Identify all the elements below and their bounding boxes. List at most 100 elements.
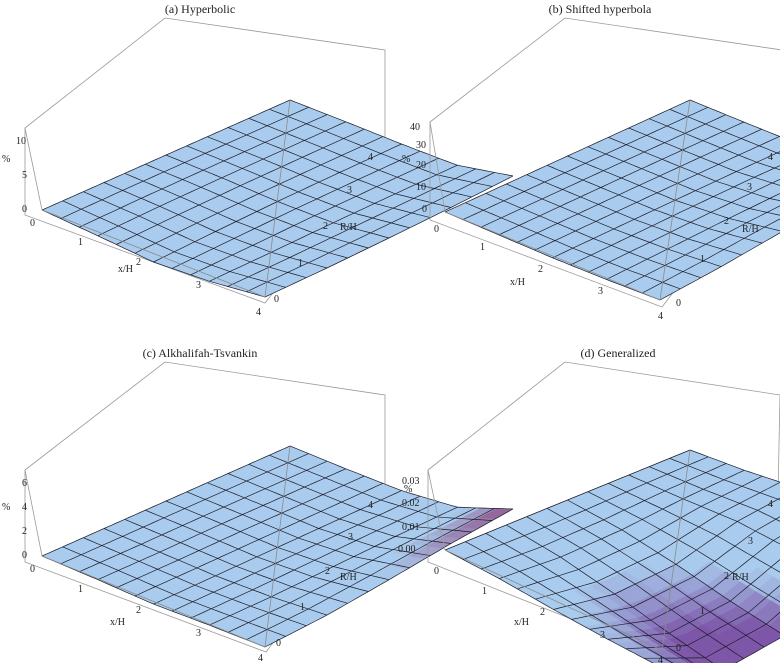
y-tick-label: 4 [368, 152, 373, 163]
y-tick-label: 0 [676, 643, 681, 654]
x-tick-label: 4 [658, 655, 663, 663]
z-tick-label: 0 [422, 204, 427, 215]
y-tick-label: 1 [300, 602, 305, 613]
plot-box-edge [24, 127, 43, 211]
y-tick-label: 1 [298, 258, 303, 269]
mesh-line-y [264, 175, 514, 298]
y-tick-label: 3 [747, 182, 752, 193]
mesh-line-y [606, 193, 780, 280]
surface-patch [777, 163, 780, 166]
x-tick-label: 4 [658, 311, 663, 322]
z-axis-label: % [404, 484, 412, 495]
x-tick-label: 2 [136, 257, 141, 268]
mesh-line-x [269, 108, 493, 187]
z-tick-label: 0 [22, 550, 27, 561]
y-tick-label: 0 [274, 294, 279, 305]
y-axis-label: R/H [732, 572, 749, 583]
plot-box-edge [427, 469, 446, 551]
surface-patch [776, 530, 780, 535]
surface-patch [773, 187, 780, 193]
mesh-line-y [264, 508, 514, 648]
y-tick-label: 2 [724, 571, 729, 582]
axis-x-edge [444, 549, 663, 651]
mesh-line-x [669, 457, 780, 501]
axis-y-edge [661, 449, 691, 651]
mesh-line-y [588, 179, 780, 273]
y-tick-label: 1 [700, 606, 705, 617]
y-tick-label: 3 [347, 185, 352, 196]
surface-patch [663, 659, 688, 663]
x-tick-label: 2 [136, 605, 141, 616]
z-axis-label: % [2, 502, 10, 513]
x-tick-label: 3 [598, 286, 603, 297]
x-axis-label: x/H [510, 277, 525, 288]
plot-box-edge [429, 121, 446, 213]
z-tick-label: 4 [22, 502, 27, 513]
z-tick-label: 0.00 [398, 544, 416, 555]
panel-title: (b) Shifted hyperbola [549, 2, 652, 16]
plot-box-edge [24, 469, 43, 557]
x-tick-label: 4 [256, 307, 261, 318]
mesh-line-x [289, 99, 514, 177]
x-tick-label: 1 [78, 584, 83, 595]
mesh-line-x [608, 482, 780, 573]
panel-d-generalized: (d) Generalized x/H R/H % 0 1 2 3 4 0 1 … [398, 346, 780, 663]
panel-c-alkhalifah-tsvankin: (c) Alkhalifah-Tsvankin x/H R/H % 0 1 2 … [2, 346, 514, 663]
axis-y-edge [659, 99, 691, 301]
z-tick-label: 5 [22, 170, 27, 181]
surface-patch [698, 654, 730, 663]
x-tick-label: 0 [434, 224, 439, 235]
panel-b-shifted-hyperbola: (b) Shifted hyperbola x/H R/H % 0 1 2 3 … [402, 2, 780, 322]
y-tick-label: 2 [724, 216, 729, 227]
z-tick-label: 10 [416, 182, 426, 193]
mesh-line-y [246, 508, 495, 641]
x-tick-label: 3 [196, 628, 201, 639]
y-tick-label: 4 [368, 500, 373, 511]
surface-plot [24, 17, 514, 304]
x-tick-label: 3 [600, 630, 605, 641]
y-tick-label: 2 [325, 566, 330, 577]
y-axis-label: R/H [742, 224, 759, 235]
x-tick-label: 4 [258, 653, 263, 663]
mesh-line-x [669, 108, 780, 155]
mesh-line-y [641, 218, 780, 294]
panel-a-hyperbolic: (a) Hyperbolic x/H R/H % 0 1 2 3 4 0 1 2… [2, 2, 514, 318]
surface-patch [770, 592, 780, 607]
x-tick-label: 3 [196, 280, 201, 291]
z-tick-label: 2 [22, 526, 27, 537]
axis-y-edge [264, 445, 291, 648]
mesh-line-y [625, 584, 780, 650]
surface-patch [774, 549, 780, 557]
x-tick-label: 0 [30, 564, 35, 575]
panel-title: (d) Generalized [581, 346, 656, 360]
surface-plot [427, 361, 780, 663]
x-axis-label: x/H [514, 617, 529, 628]
surface-patch [775, 175, 780, 179]
mesh-lines [444, 449, 780, 663]
mesh-line-x [628, 474, 780, 545]
z-axis-label: % [2, 154, 10, 165]
mesh-line-y [607, 559, 780, 640]
surface-patch [680, 659, 705, 663]
mesh-line-x [689, 99, 780, 137]
z-tick-label: 0.01 [402, 522, 420, 533]
mesh-line-y [643, 611, 780, 659]
y-axis-label: R/H [340, 572, 357, 583]
z-tick-label: 20 [416, 160, 426, 171]
x-tick-label: 2 [538, 264, 543, 275]
y-tick-label: 3 [348, 532, 353, 543]
z-tick-label: 40 [410, 122, 420, 133]
x-tick-label: 1 [480, 242, 485, 253]
panel-title: (c) Alkhalifah-Tsvankin [143, 346, 258, 360]
mesh-line-x [608, 136, 780, 201]
x-tick-label: 2 [540, 607, 545, 618]
y-tick-label: 4 [768, 152, 773, 163]
surface-patch [646, 659, 671, 663]
axis-y-edge [264, 99, 291, 298]
panel-title: (a) Hyperbolic [165, 2, 235, 16]
plot-box-frame [429, 17, 780, 308]
x-tick-label: 1 [78, 237, 83, 248]
z-axis-label: % [402, 154, 410, 165]
mesh-line-x [689, 449, 780, 483]
